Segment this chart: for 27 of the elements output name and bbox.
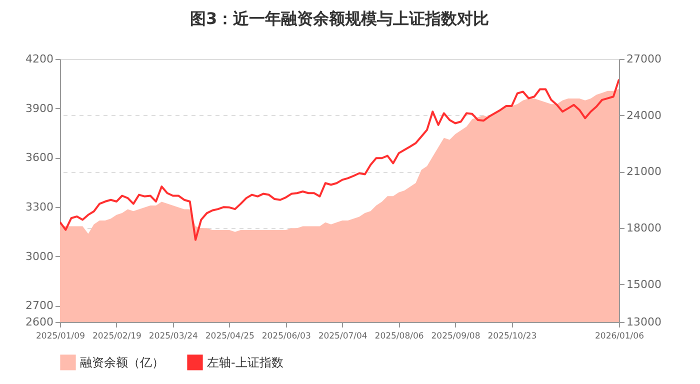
y2-tick-label: 15000 — [626, 278, 662, 291]
y2-tick-label: 27000 — [626, 52, 662, 66]
x-tick-label: 2026/01/06 — [595, 332, 644, 342]
x-tick-label: 2025/07/04 — [318, 332, 368, 342]
y-tick-label: 2600 — [26, 316, 54, 328]
y-tick-label: 3300 — [26, 200, 54, 214]
x-tick-label: 2025/06/03 — [262, 332, 311, 342]
y2-tick-label: 18000 — [626, 222, 662, 235]
y2-tick-label: 24000 — [626, 108, 662, 122]
x-tick-label: 2025/01/09 — [36, 332, 85, 342]
line-series — [60, 78, 619, 241]
x-tick-label: 2025/10/23 — [488, 332, 537, 342]
y2-tick-label: 21000 — [626, 165, 662, 178]
y-tick-label: 2700 — [26, 299, 54, 312]
x-tick-label: 2025/09/08 — [431, 332, 480, 342]
y-tick-label: 3000 — [26, 250, 54, 263]
legend-label: 融资余额（亿） — [80, 355, 164, 370]
x-tick-label: 2025/02/19 — [92, 332, 142, 342]
chart-title: 图3：近一年融资余额规模与上证指数对比 — [190, 9, 490, 28]
y-tick-label: 3900 — [26, 102, 54, 115]
legend-label: 左轴-上证指数 — [207, 355, 284, 370]
y2-tick-label: 13000 — [626, 316, 662, 328]
y-tick-label: 3600 — [26, 151, 54, 164]
x-tick-label: 2025/08/06 — [374, 332, 424, 342]
x-tick-label: 2025/04/25 — [205, 332, 254, 342]
y-tick-label: 4200 — [26, 52, 54, 66]
x-tick-label: 2025/03/24 — [148, 332, 198, 342]
